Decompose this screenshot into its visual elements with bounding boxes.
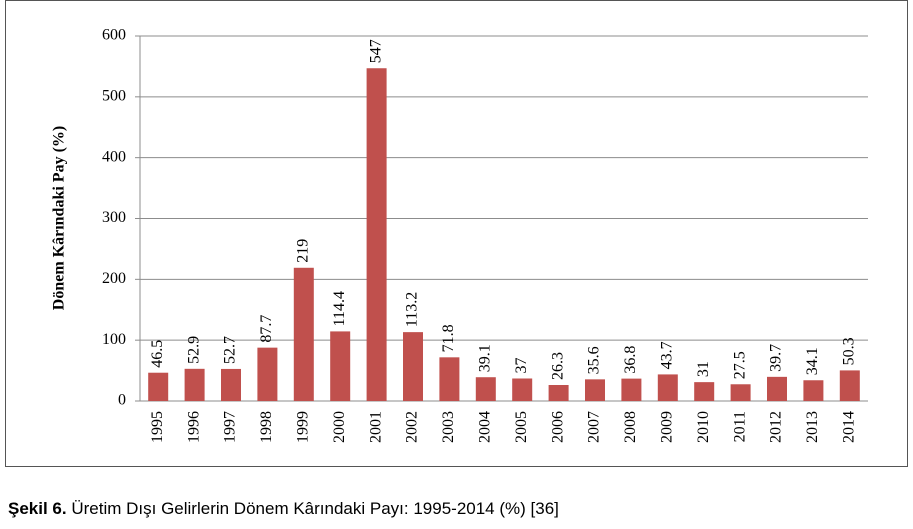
x-tick-label: 2008	[622, 411, 639, 443]
x-tick-label: 2014	[840, 411, 857, 443]
value-label: 43.7	[658, 341, 675, 369]
x-tick-label: 2002	[404, 411, 421, 443]
value-label: 27.5	[731, 351, 748, 379]
value-label: 37	[513, 357, 530, 373]
value-label: 46.5	[149, 340, 166, 368]
y-tick-label: 500	[102, 88, 126, 105]
caption: Şekil 6. Üretim Dışı Gelirlerin Dönem Kâ…	[8, 499, 559, 518]
x-tick-label: 2011	[731, 411, 748, 442]
x-tick-label: 1996	[185, 411, 202, 443]
x-tick-label: 2010	[695, 411, 712, 443]
bar	[148, 372, 169, 401]
bar	[330, 331, 351, 401]
y-tick-label: 600	[102, 27, 126, 44]
value-label: 34.1	[804, 347, 821, 375]
value-label: 35.6	[586, 346, 603, 374]
bar	[184, 368, 205, 401]
caption-text: Üretim Dışı Gelirlerin Dönem Kârındaki P…	[71, 499, 559, 518]
bar	[548, 385, 569, 401]
bar	[730, 384, 751, 401]
x-tick-label: 2005	[513, 411, 530, 443]
bar	[221, 368, 241, 401]
x-tick-label: 1997	[222, 411, 239, 443]
caption-label: Şekil 6.	[8, 499, 67, 518]
y-tick-label: 200	[102, 270, 126, 287]
value-label: 113.2	[404, 292, 421, 327]
chart-frame	[5, 0, 908, 467]
value-label: 87.7	[258, 315, 275, 343]
x-tick-label: 1999	[294, 411, 311, 443]
bar	[257, 347, 278, 401]
x-tick-label: 2004	[476, 411, 493, 443]
y-tick-label: 300	[102, 209, 126, 226]
bar	[512, 378, 533, 401]
y-tick-label: 400	[102, 148, 126, 165]
x-tick-label: 2003	[440, 411, 457, 443]
value-label: 50.3	[840, 337, 857, 365]
value-label: 39.1	[476, 344, 493, 372]
bar	[585, 379, 605, 401]
x-tick-label: 2007	[586, 411, 603, 443]
value-label: 52.9	[185, 336, 202, 364]
bar	[366, 68, 387, 401]
value-label: 39.7	[768, 344, 785, 372]
x-tick-label: 2001	[367, 411, 384, 443]
y-tick-label: 100	[102, 331, 126, 348]
value-label: 219	[294, 239, 311, 263]
x-tick-label: 1995	[149, 411, 166, 443]
bar	[694, 382, 715, 401]
value-label: 114.4	[331, 291, 348, 326]
value-label: 547	[367, 39, 384, 63]
value-label: 31	[695, 361, 712, 377]
value-label: 71.8	[440, 324, 457, 352]
value-label: 36.8	[622, 346, 639, 374]
bar	[657, 374, 678, 401]
x-tick-label: 1998	[258, 411, 275, 443]
x-tick-label: 2013	[804, 411, 821, 443]
x-tick-label: 2009	[658, 411, 675, 443]
value-label: 52.7	[222, 336, 239, 364]
bar	[839, 370, 860, 401]
bar	[403, 332, 423, 401]
bar	[767, 376, 787, 401]
y-axis-title: Dönem Kârındaki Pay (%)	[51, 126, 68, 310]
x-tick-label: 2006	[549, 411, 566, 443]
x-tick-label: 2000	[331, 411, 348, 443]
x-tick-label: 2012	[768, 411, 785, 443]
bar	[293, 267, 314, 401]
bar	[475, 377, 496, 401]
value-label: 26.3	[549, 352, 566, 380]
y-tick-label: 0	[118, 392, 126, 409]
bar	[621, 378, 642, 401]
bar	[803, 380, 824, 401]
bar	[439, 357, 460, 401]
